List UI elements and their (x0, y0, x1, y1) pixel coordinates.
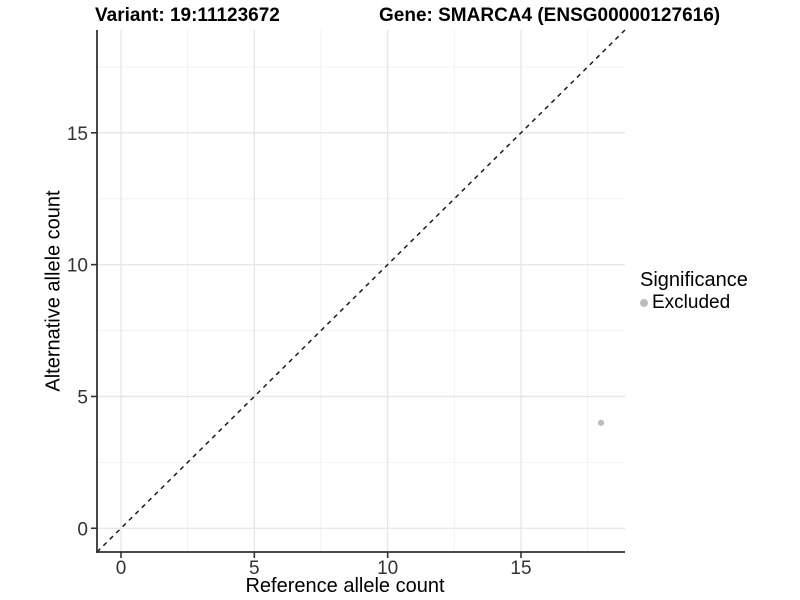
x-tick-label: 10 (377, 558, 398, 579)
legend-item-label: Excluded (652, 292, 731, 313)
legend-title: Significance (640, 269, 748, 291)
data-point (597, 419, 605, 426)
x-axis-title: Reference allele count (245, 575, 445, 597)
legend-item-excluded: Excluded (640, 293, 748, 313)
x-tick-label: 0 (116, 558, 127, 579)
plot-title-variant: Variant: 19:11123672 (95, 5, 280, 26)
x-tick-label: 15 (510, 558, 531, 579)
y-tick-label: 15 (67, 124, 88, 145)
plot-title-gene: Gene: SMARCA4 (ENSG00000127616) (379, 5, 721, 26)
x-tick-label: 5 (249, 558, 260, 579)
identity-line (96, 29, 626, 553)
y-tick-label: 0 (77, 519, 88, 540)
legend: Significance Excluded (640, 270, 748, 313)
y-axis-title: Alternative allele count (42, 190, 65, 392)
legend-dot-icon (640, 298, 648, 307)
y-tick-label: 5 (77, 387, 88, 408)
y-tick-label: 10 (67, 256, 88, 277)
